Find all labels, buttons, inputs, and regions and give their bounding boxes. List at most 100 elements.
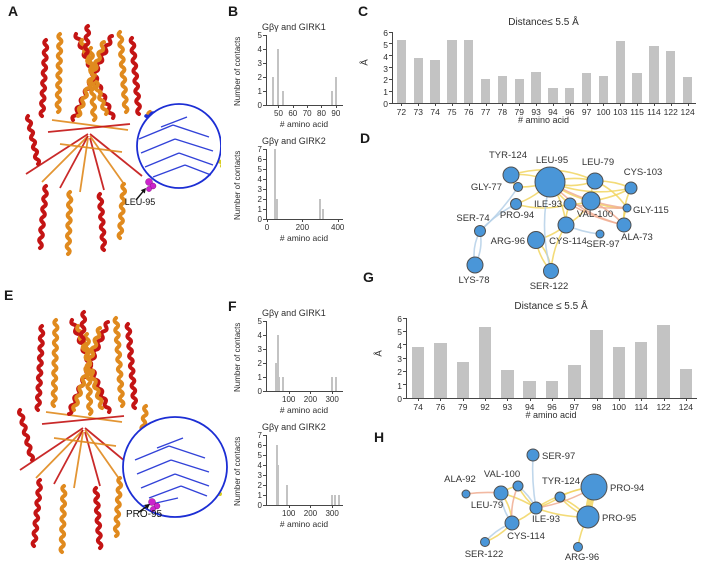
y-tick xyxy=(263,464,267,466)
x-tick xyxy=(401,103,403,106)
ribbon-strand xyxy=(35,429,84,479)
panel-d-label: D xyxy=(360,130,371,146)
network-node-label: ILE-93 xyxy=(534,199,562,210)
y-tick-label: 1 xyxy=(383,87,388,98)
y-tick-label: 0 xyxy=(257,500,262,510)
x-tick-label: 122 xyxy=(656,402,671,412)
x-tick xyxy=(641,398,643,401)
chart-title: Gβγ and GIRK1 xyxy=(262,22,326,32)
y-tick-label: 2 xyxy=(257,194,262,204)
x-tick xyxy=(618,398,620,401)
bar xyxy=(276,335,279,391)
x-tick-label: 97 xyxy=(581,107,592,117)
network-gbg-girk1-contacts: TYR-124 LEU-95 LEU-79 CYS-103 GLY-77 ILE-93 VA… xyxy=(456,150,668,292)
network-node-pro-94 xyxy=(510,198,522,210)
bar xyxy=(333,495,336,505)
ribbon-helix xyxy=(38,38,50,118)
network-node-ser-74 xyxy=(474,225,486,237)
x-tick-label: 60 xyxy=(288,109,298,118)
ribbon-helix xyxy=(24,114,42,166)
x-tick-label: 97 xyxy=(569,402,580,412)
x-tick-label: 96 xyxy=(565,107,575,117)
ribbon-helix xyxy=(92,486,104,550)
plot-area: 0 1 2 3 4 5 50 60 70 80 90 xyxy=(258,31,343,118)
x-tick xyxy=(502,103,504,106)
bar xyxy=(480,79,491,103)
ribbon-helix xyxy=(112,316,126,408)
network-node-label: PRO-95 xyxy=(602,513,636,524)
x-tick xyxy=(310,391,312,394)
y-tick-label: 6 xyxy=(383,28,388,38)
ribbon-strand xyxy=(51,119,129,131)
x-tick xyxy=(418,103,420,106)
y-tick xyxy=(263,168,267,170)
x-tick xyxy=(440,398,442,401)
x-tick-label: 73 xyxy=(413,107,423,117)
y-tick xyxy=(263,348,267,350)
beta-strand xyxy=(184,164,212,176)
y-tick xyxy=(403,397,407,399)
network-node-gly-77 xyxy=(513,182,523,192)
network-node-val-100 xyxy=(581,191,601,211)
network-node-label: SER-97 xyxy=(586,239,619,250)
x-tick-label: 75 xyxy=(447,107,457,117)
bar xyxy=(338,495,341,505)
ribbon-helix xyxy=(124,322,138,410)
x-tick xyxy=(637,103,639,106)
ribbon-helix xyxy=(116,182,128,240)
bar xyxy=(285,485,288,505)
ribbon-helix xyxy=(78,310,88,344)
network-node-label: LEU-79 xyxy=(471,500,503,511)
ribbon-helix xyxy=(30,478,43,548)
x-tick xyxy=(620,103,622,106)
panel-b-label: B xyxy=(228,3,239,19)
y-tick xyxy=(263,454,267,456)
bar xyxy=(396,40,407,103)
y-tick xyxy=(389,78,393,80)
residue-label-leu95: LEU-95 xyxy=(124,197,156,207)
y-tick-label: 3 xyxy=(397,354,402,364)
x-tick xyxy=(485,103,487,106)
bar xyxy=(523,380,536,398)
beta-strand xyxy=(174,138,214,152)
network-node-label: ARG-96 xyxy=(565,552,599,562)
network-node-leu-79 xyxy=(493,485,509,501)
y-tick xyxy=(389,43,393,45)
x-tick xyxy=(321,105,323,108)
y-tick xyxy=(263,198,267,200)
y-tick-label: 7 xyxy=(257,144,262,154)
network-node-label: VAL-100 xyxy=(577,209,613,220)
ribbon-helix xyxy=(116,30,130,114)
network-node-label: SER-74 xyxy=(456,213,489,224)
beta-strand xyxy=(178,152,214,166)
y-tick-label: 1 xyxy=(257,204,262,214)
x-axis-label: # amino acid xyxy=(279,405,329,415)
y-tick-label: 6 xyxy=(257,440,262,450)
x-tick xyxy=(278,105,280,108)
network-node-label: TYR-124 xyxy=(542,476,580,487)
network-node-pro-94 xyxy=(580,473,608,501)
x-tick-label: 50 xyxy=(274,109,283,118)
ribbon-helix xyxy=(54,32,64,114)
bar xyxy=(657,324,670,398)
y-tick xyxy=(403,370,407,372)
y-tick-label: 5 xyxy=(257,164,262,174)
x-tick-label: 74 xyxy=(430,107,440,117)
y-tick xyxy=(263,334,267,336)
bar xyxy=(615,41,625,103)
bar xyxy=(514,79,524,103)
ribbon-strand xyxy=(59,135,89,189)
y-tick xyxy=(403,330,407,332)
ribbon-helix xyxy=(82,24,92,56)
y-tick xyxy=(389,90,393,92)
ribbon-strand xyxy=(89,137,105,191)
x-tick xyxy=(332,391,334,394)
y-tick-label: 4 xyxy=(257,460,262,470)
y-tick xyxy=(263,444,267,446)
x-axis-label: # amino acid xyxy=(279,233,329,243)
bar xyxy=(632,73,642,103)
y-tick-label: 4 xyxy=(257,330,262,340)
bar xyxy=(334,77,337,105)
x-tick xyxy=(552,398,553,401)
